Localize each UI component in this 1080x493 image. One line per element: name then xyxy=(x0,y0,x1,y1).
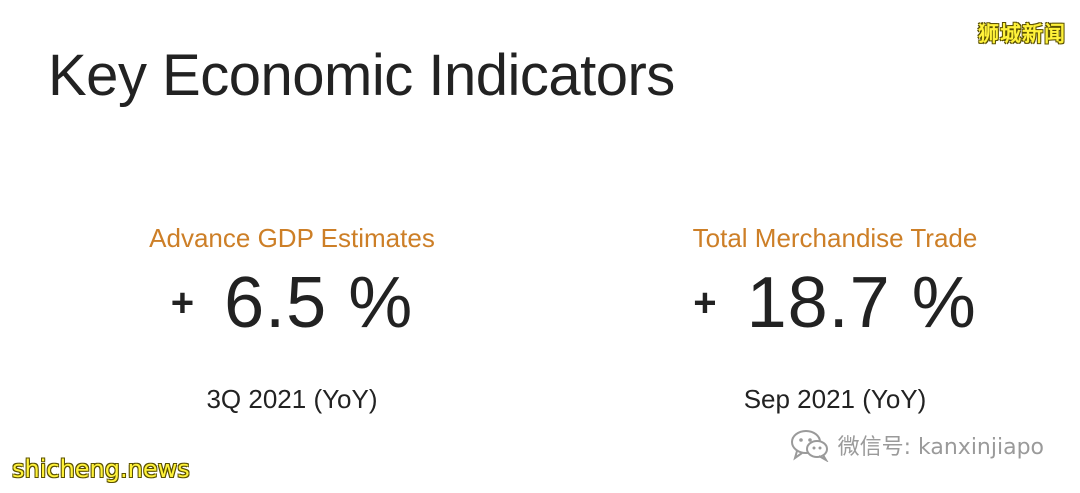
trade-value-row: + 18.7 % xyxy=(625,260,1045,346)
gdp-period: 3Q 2021 (YoY) xyxy=(206,384,378,414)
trade-sign: + xyxy=(693,281,717,325)
gdp-indicator-label: Advance GDP Estimates xyxy=(149,223,435,253)
trade-indicator-label: Total Merchandise Trade xyxy=(692,223,978,253)
trade-indicator: Total Merchandise Trade + 18.7 % Sep 202… xyxy=(625,220,1045,415)
trade-period: Sep 2021 (YoY) xyxy=(743,384,927,414)
page-title: Key Economic Indicators xyxy=(48,43,675,108)
watermark-top-right: 狮城新闻 xyxy=(978,22,1066,46)
gdp-indicator: Advance GDP Estimates + 6.5 % 3Q 2021 (Y… xyxy=(82,220,502,415)
wechat-icon xyxy=(790,428,830,463)
gdp-value-row: + 6.5 % xyxy=(82,260,502,346)
wechat-id: 微信号: kanxinjiapo xyxy=(790,428,1044,463)
gdp-sign: + xyxy=(170,281,195,325)
gdp-value: 6.5 % xyxy=(224,263,414,343)
trade-value: 18.7 % xyxy=(746,263,977,343)
wechat-text: 微信号: kanxinjiapo xyxy=(837,435,1044,460)
watermark-bottom-left: shicheng.news xyxy=(12,455,190,483)
